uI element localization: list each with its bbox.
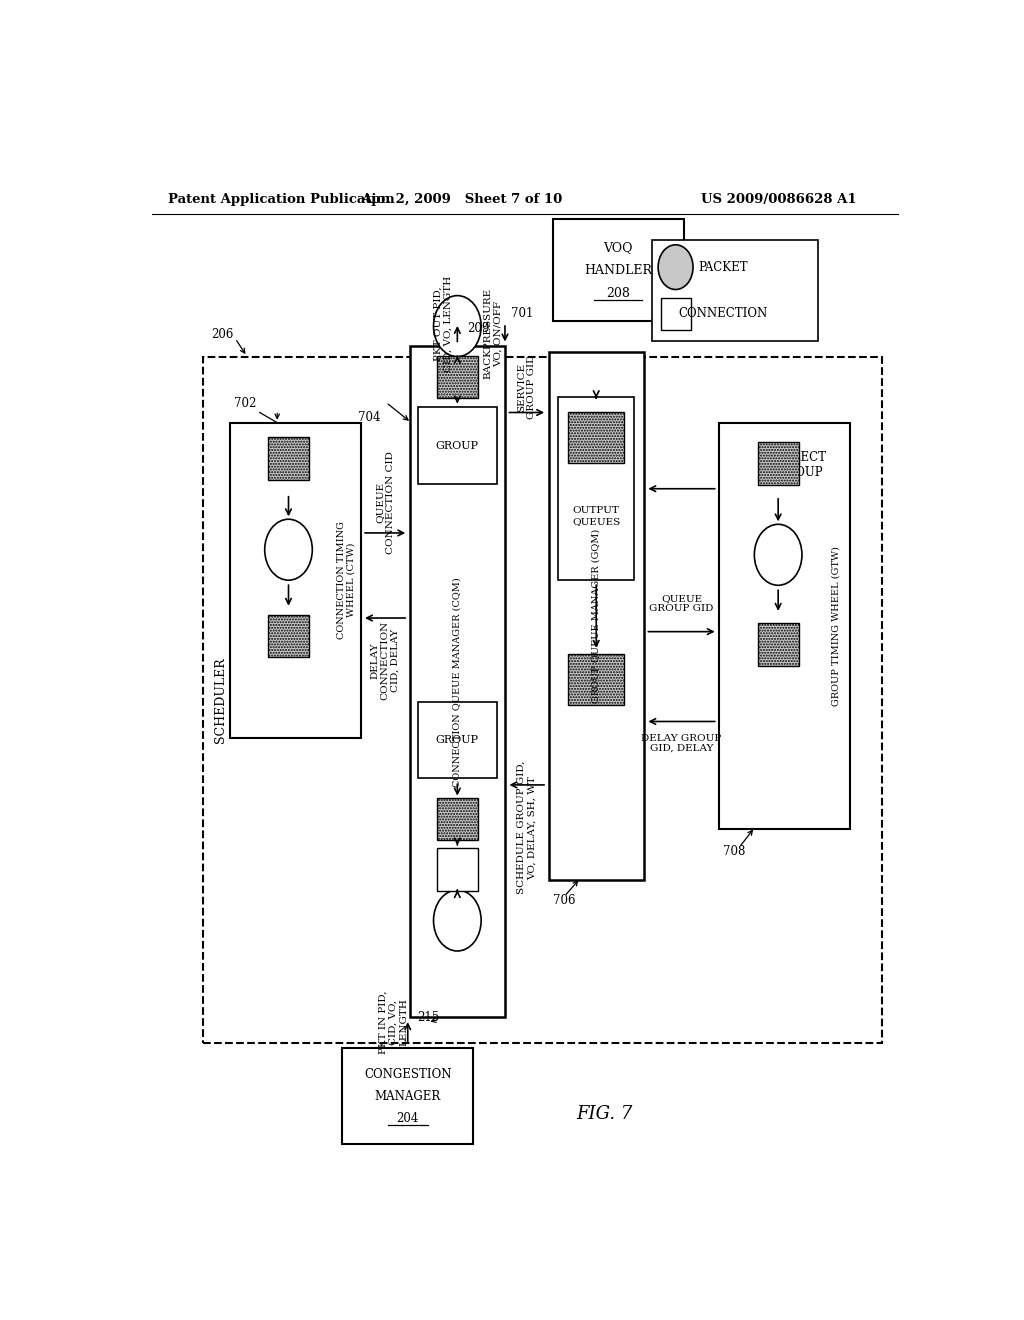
Bar bbox=[758, 442, 799, 484]
Text: 704: 704 bbox=[358, 411, 381, 424]
Text: Apr. 2, 2009   Sheet 7 of 10: Apr. 2, 2009 Sheet 7 of 10 bbox=[360, 193, 562, 206]
Bar bbox=[342, 1048, 473, 1144]
Bar bbox=[568, 412, 624, 463]
Text: 706: 706 bbox=[553, 894, 575, 907]
Circle shape bbox=[755, 524, 802, 585]
Text: MANAGER: MANAGER bbox=[375, 1089, 441, 1102]
Bar bbox=[418, 702, 497, 779]
Bar bbox=[418, 408, 497, 483]
Text: 209: 209 bbox=[467, 322, 489, 335]
Bar bbox=[204, 356, 882, 1043]
Bar bbox=[436, 849, 478, 891]
Circle shape bbox=[433, 890, 481, 950]
Bar bbox=[568, 653, 624, 705]
Bar bbox=[549, 351, 644, 880]
Bar bbox=[758, 623, 799, 665]
Text: SELECT
GROUP: SELECT GROUP bbox=[775, 450, 825, 479]
Text: SCHEDULE GROUP GID,
VO, DELAY, SH, WT: SCHEDULE GROUP GID, VO, DELAY, SH, WT bbox=[517, 760, 537, 895]
Text: QUEUE
GROUP GID: QUEUE GROUP GID bbox=[649, 594, 714, 614]
Bar bbox=[229, 422, 360, 738]
Text: DELAY
CONNECTION
CID, DELAY: DELAY CONNECTION CID, DELAY bbox=[371, 622, 400, 701]
Bar bbox=[436, 355, 478, 399]
Text: VOQ: VOQ bbox=[603, 242, 633, 255]
Bar bbox=[719, 422, 850, 829]
Text: 208: 208 bbox=[606, 286, 630, 300]
Bar bbox=[268, 615, 309, 657]
Text: SCHEDULER: SCHEDULER bbox=[214, 657, 227, 743]
Text: 702: 702 bbox=[233, 397, 256, 411]
Bar bbox=[652, 240, 818, 342]
Bar bbox=[558, 397, 634, 581]
Text: CONNECTION QUEUE MANAGER (CQM): CONNECTION QUEUE MANAGER (CQM) bbox=[453, 577, 462, 787]
Text: BACKPRESSURE
VO, ON/OFF: BACKPRESSURE VO, ON/OFF bbox=[483, 288, 503, 379]
Text: FIG. 7: FIG. 7 bbox=[575, 1105, 633, 1123]
Text: GROUP TIMING WHEEL (GTW): GROUP TIMING WHEEL (GTW) bbox=[831, 546, 841, 706]
Text: SERVICE
GROUP GID: SERVICE GROUP GID bbox=[517, 355, 537, 420]
Text: GROUP: GROUP bbox=[436, 735, 479, 744]
Text: QUEUE
CONNECTION CID: QUEUE CONNECTION CID bbox=[376, 451, 395, 554]
Bar bbox=[553, 219, 684, 321]
Text: PKT OUT PID,
CID, VO, LENGTH: PKT OUT PID, CID, VO, LENGTH bbox=[433, 276, 453, 372]
Bar bbox=[410, 346, 505, 1018]
Text: PKT IN PID,
CID, VO,
LENGTH: PKT IN PID, CID, VO, LENGTH bbox=[379, 990, 409, 1055]
Bar bbox=[436, 797, 478, 841]
Text: Patent Application Publication: Patent Application Publication bbox=[168, 193, 394, 206]
Bar bbox=[660, 297, 690, 330]
Text: 204: 204 bbox=[396, 1111, 419, 1125]
Text: 215: 215 bbox=[417, 1011, 439, 1024]
Text: US 2009/0086628 A1: US 2009/0086628 A1 bbox=[701, 193, 856, 206]
Circle shape bbox=[433, 296, 481, 356]
Text: 206: 206 bbox=[211, 329, 233, 342]
Text: HANDLER: HANDLER bbox=[584, 264, 652, 277]
Bar bbox=[268, 437, 309, 479]
Text: PACKET: PACKET bbox=[698, 260, 748, 273]
Text: CONNECTION TIMING
WHEEL (CTW): CONNECTION TIMING WHEEL (CTW) bbox=[337, 521, 356, 639]
Text: 701: 701 bbox=[511, 308, 534, 319]
Text: GROUP: GROUP bbox=[436, 441, 479, 450]
Text: CONGESTION: CONGESTION bbox=[364, 1068, 452, 1081]
Circle shape bbox=[264, 519, 312, 581]
Text: GROUP QUEUE MANAGER (GQM): GROUP QUEUE MANAGER (GQM) bbox=[592, 528, 601, 704]
Text: 708: 708 bbox=[723, 845, 745, 858]
Text: CONNECTION: CONNECTION bbox=[679, 308, 768, 321]
Text: DELAY GROUP
GID, DELAY: DELAY GROUP GID, DELAY bbox=[641, 734, 722, 754]
Circle shape bbox=[658, 244, 693, 289]
Text: OUTPUT
QUEUES: OUTPUT QUEUES bbox=[572, 507, 621, 525]
